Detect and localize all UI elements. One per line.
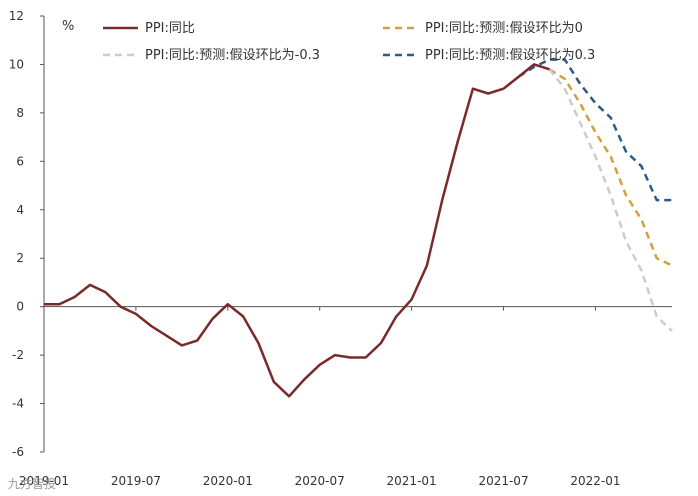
- x-tick-label: 2020-07: [295, 474, 345, 488]
- y-tick-label: -6: [12, 445, 24, 459]
- series-layer: [44, 58, 673, 398]
- y-axis-unit-label: %: [62, 19, 74, 34]
- y-tick-label: 6: [16, 154, 24, 168]
- y-tick-label: 2: [16, 251, 24, 265]
- x-tick-label: 2021-07: [478, 474, 528, 488]
- series-line-2: [548, 68, 673, 332]
- series-line-1: [548, 68, 673, 267]
- y-tick-label: -4: [12, 397, 24, 411]
- y-tick-label: 0: [16, 300, 24, 314]
- y-tick-label: 8: [16, 106, 24, 120]
- legend-label-0: PPI:同比: [145, 21, 195, 36]
- series-line-0: [44, 63, 550, 398]
- x-tick-label: 2019-07: [111, 474, 161, 488]
- y-tick-label: 10: [9, 57, 24, 71]
- legend-label-2: PPI:同比:预测:假设环比为-0.3: [145, 48, 320, 63]
- legend: PPI:同比 PPI:同比:预测:假设环比为0 PPI:同比:预测:假设环比为-0.…: [103, 21, 595, 63]
- x-tick-label: 2021-01: [387, 474, 437, 488]
- x-tick-label: 2019-01: [19, 474, 69, 488]
- y-tick-label: 12: [9, 9, 24, 23]
- y-tick-label: 4: [16, 203, 24, 217]
- legend-label-3: PPI:同比:预测:假设环比为0.3: [425, 48, 595, 63]
- axes-layer: -6 -4 -2 0 2 4 6 8 10 12 2019-01 2019-07 2020-01 2020…: [9, 9, 672, 488]
- x-tick-label: 2020-01: [203, 474, 253, 488]
- series-line-3: [518, 58, 672, 202]
- legend-label-1: PPI:同比:预测:假设环比为0: [425, 21, 583, 36]
- watermark-logo-text: 九方智投: [8, 476, 56, 491]
- x-tick-label: 2022-01: [570, 474, 620, 488]
- y-tick-label: -2: [12, 348, 24, 362]
